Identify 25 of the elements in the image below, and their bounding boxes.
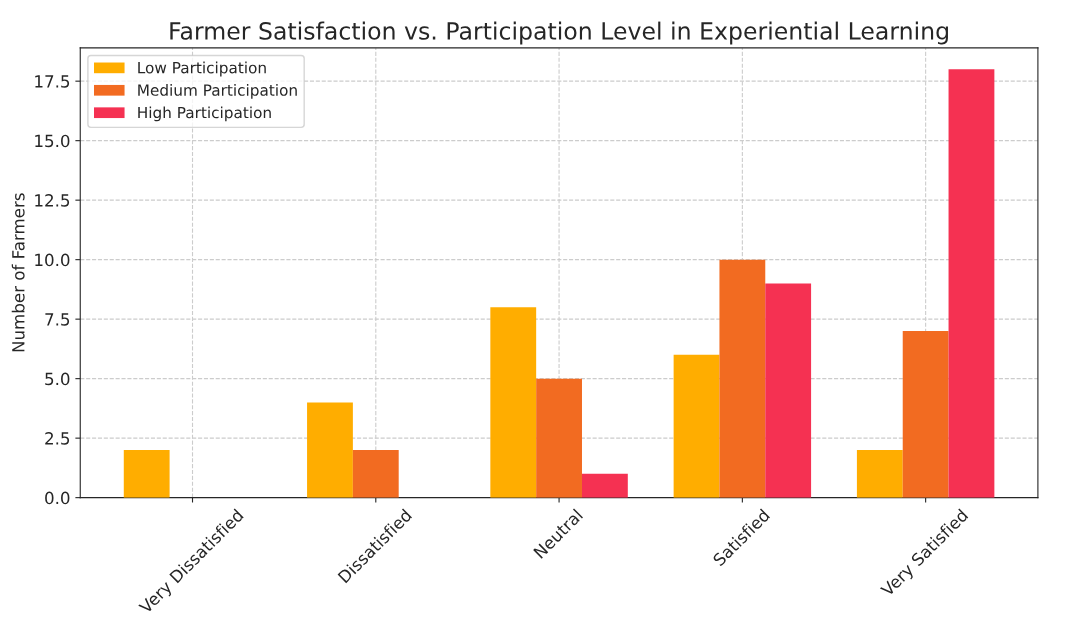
bar (765, 283, 812, 498)
bar (902, 331, 949, 498)
bar (719, 259, 766, 498)
chart-title: Farmer Satisfaction vs. Participation Level in Experiential Learning (170, 21, 948, 45)
y-tick-label: 10.0 (35, 253, 70, 267)
y-axis-title: Number of Farmers (11, 193, 25, 352)
bar (948, 69, 995, 498)
bar (490, 307, 537, 498)
bar (123, 450, 170, 498)
bar (856, 450, 903, 498)
legend-label: Low Participation (138, 61, 266, 77)
legend-label: Medium Participation (138, 84, 297, 99)
y-tick-label: 12.5 (35, 194, 70, 207)
y-tick-label: 5.0 (45, 372, 70, 386)
legend-label: High Participation (138, 106, 271, 122)
y-tick-label: 17.5 (35, 75, 70, 88)
y-tick-label: 0.0 (45, 491, 70, 505)
bar (673, 354, 720, 498)
bar (581, 473, 628, 498)
bar (536, 378, 582, 498)
bar (307, 402, 353, 498)
y-tick-label: 2.5 (45, 432, 70, 445)
bar (352, 450, 399, 498)
y-tick-label: 15.0 (35, 134, 70, 148)
y-tick-label: 7.5 (45, 313, 70, 326)
